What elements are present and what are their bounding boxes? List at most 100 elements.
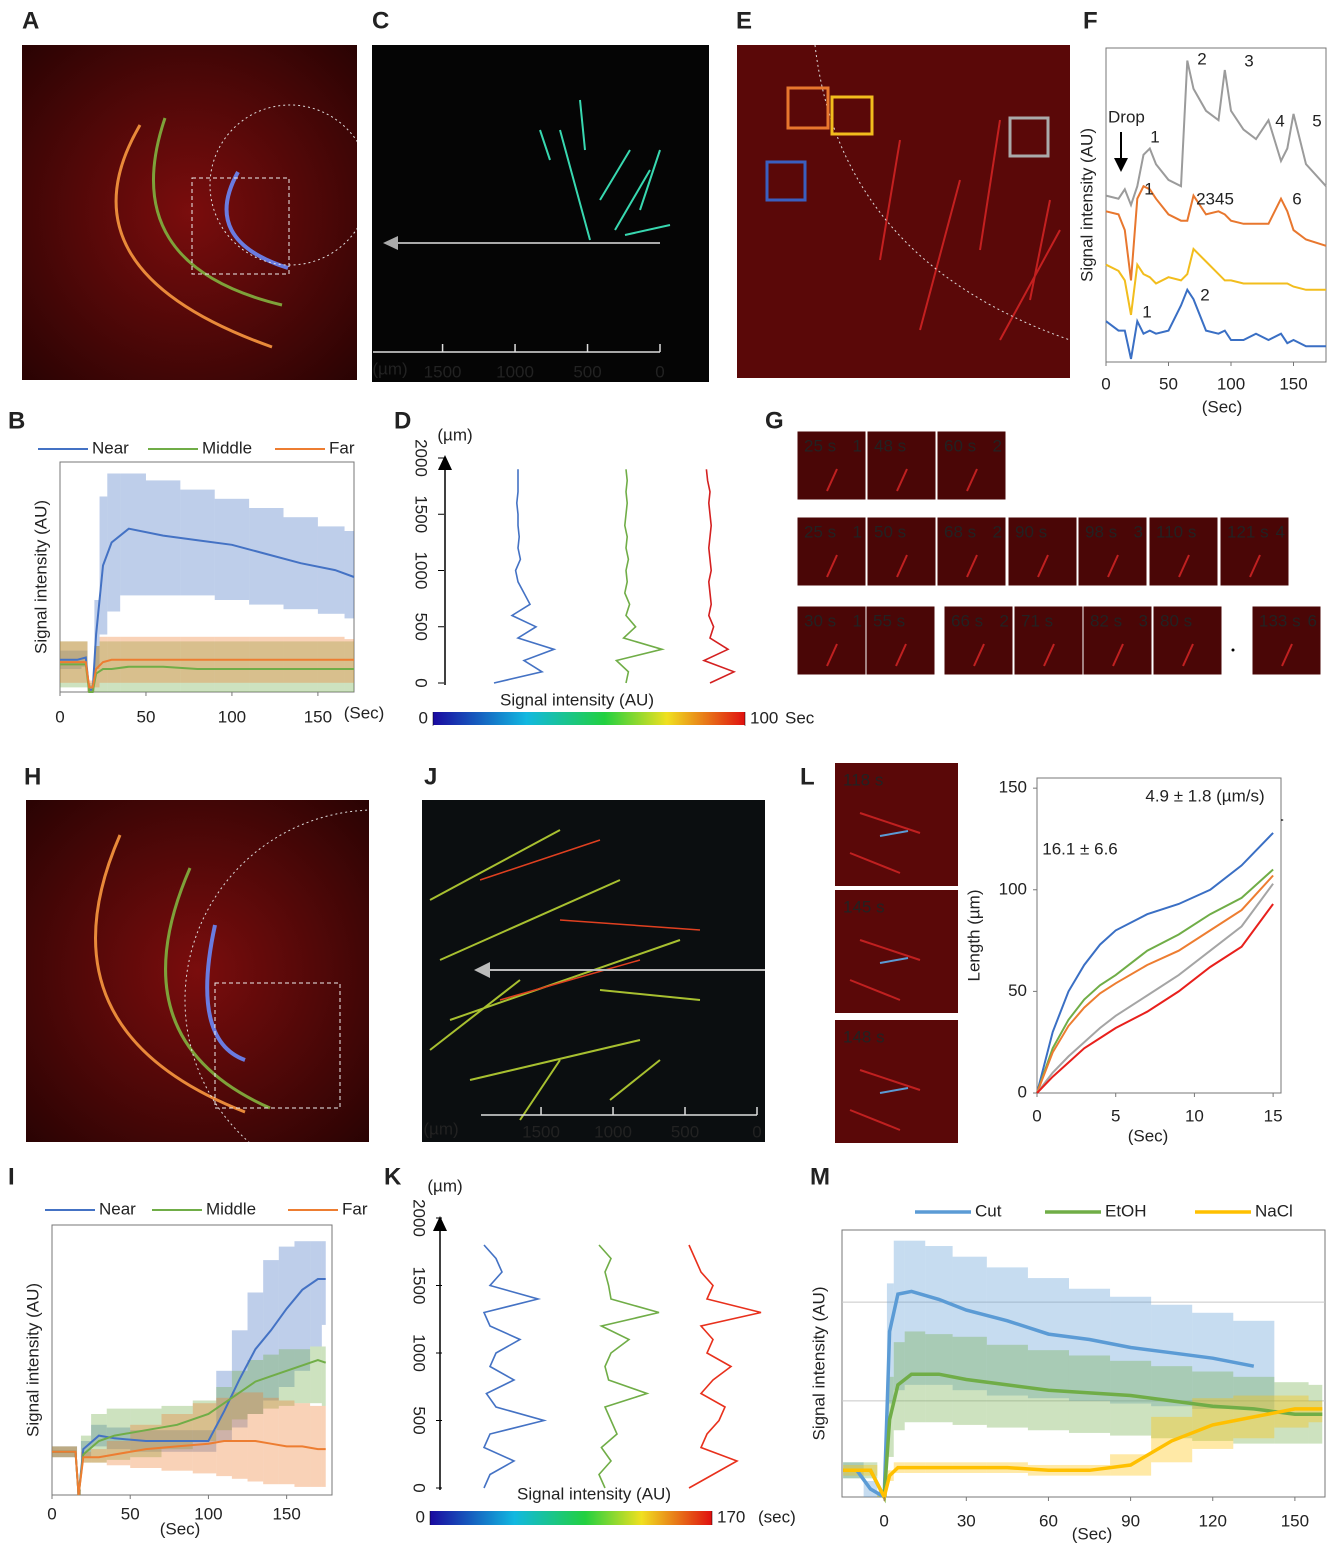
- series-line: [1036, 874, 1274, 1094]
- error-band: [192, 1403, 217, 1474]
- panel-label: I: [8, 1163, 15, 1190]
- y-axis-unit: (µm): [427, 1176, 462, 1195]
- error-band: [216, 1370, 232, 1441]
- frame: [1219, 516, 1290, 587]
- frame: [1251, 605, 1322, 676]
- frame-time: 25 s: [804, 436, 836, 455]
- peak-label: 2: [1197, 49, 1206, 68]
- y-tick-label: 1000: [412, 552, 431, 590]
- x-tick-label: 150: [304, 707, 332, 726]
- frame-streak: [1043, 643, 1055, 667]
- x-tick-label: 90: [1121, 1511, 1140, 1530]
- image-a: [22, 45, 357, 380]
- error-band: [278, 1400, 295, 1485]
- x-tick-label: 10: [1185, 1106, 1204, 1125]
- series-line: [1105, 60, 1327, 208]
- frame-time: 82 s: [1090, 611, 1122, 630]
- frame-streak: [1178, 554, 1190, 578]
- frame-time: 60 s: [944, 436, 976, 455]
- y-tick-label: 150: [999, 778, 1027, 797]
- y-tick-label: 1500: [410, 1267, 429, 1305]
- frame-arrow: [879, 830, 909, 837]
- frame-streak: [895, 643, 907, 667]
- x-axis-unit: (Sec): [1202, 397, 1243, 416]
- panel-label: M: [810, 1163, 830, 1190]
- y-axis-label: Signal intensity (AU): [31, 500, 50, 654]
- frame-peak: 1: [853, 522, 862, 541]
- frame: [1013, 605, 1084, 676]
- x-axis-unit: (Sec): [160, 1519, 201, 1538]
- error-band: [1027, 1278, 1069, 1399]
- frame-time: 110 s: [1156, 522, 1196, 541]
- frame-time: 71 s: [1021, 611, 1053, 630]
- frame-time: 145 s: [843, 897, 885, 916]
- x-tick-label: 100: [218, 707, 246, 726]
- frame-time: 80 s: [1160, 611, 1192, 630]
- frame-time: 55 s: [873, 611, 905, 630]
- error-band: [107, 641, 121, 692]
- series-line: [60, 658, 354, 689]
- x-tick-label: 1500: [522, 1122, 560, 1141]
- error-band: [310, 1241, 322, 1347]
- frame: [1077, 516, 1148, 587]
- error-band: [249, 641, 284, 692]
- peak-label: 3: [1244, 51, 1253, 70]
- y-axis-label: Signal intensity (AU): [23, 1283, 42, 1437]
- error-band: [294, 1241, 311, 1371]
- frame: [936, 430, 1007, 501]
- frame: [796, 516, 867, 587]
- error-band: [317, 641, 345, 692]
- error-band: [247, 1392, 264, 1482]
- x-tick-label: 0: [47, 1504, 56, 1523]
- error-band: [310, 1346, 322, 1404]
- frame-streak: [973, 643, 985, 667]
- image-j: [422, 800, 765, 1142]
- series-line: [843, 1407, 1323, 1502]
- peak-label: 4: [1275, 111, 1284, 130]
- y-axis-label: Signal intensity (AU): [809, 1286, 828, 1440]
- x-tick-label: 1000: [594, 1122, 632, 1141]
- x-tick-label: 0: [879, 1511, 888, 1530]
- frame-time: 30 s: [804, 611, 836, 630]
- profile-line: [688, 1244, 762, 1489]
- legend-label: Middle: [202, 438, 252, 457]
- legend-label: Near: [92, 438, 129, 457]
- panel-label: C: [372, 7, 389, 34]
- error-band: [904, 1331, 926, 1423]
- y-tick-label: 50: [1008, 981, 1027, 1000]
- y-tick-label: 100: [999, 879, 1027, 898]
- error-band: [310, 1405, 322, 1487]
- series-line: [1036, 903, 1274, 1094]
- panel-label: J: [424, 763, 437, 790]
- legend-label: Middle: [206, 1199, 256, 1218]
- axis-unit: (µm): [423, 1119, 458, 1138]
- profile-decor: [430, 455, 745, 1525]
- peak-label: 2: [1200, 285, 1209, 304]
- error-band: [321, 1241, 326, 1325]
- error-band: [107, 473, 121, 612]
- y-tick-label: 1500: [412, 495, 431, 533]
- frame-peak: 1: [853, 611, 862, 630]
- panel-label: K: [384, 1163, 402, 1190]
- x-tick-label: 30: [957, 1511, 976, 1530]
- frame-peak: 4: [1276, 522, 1285, 541]
- error-band: [1068, 1288, 1111, 1401]
- y-axis-label: Signal intensity (AU): [1077, 128, 1096, 282]
- profile-line: [614, 469, 666, 684]
- error-band: [263, 1354, 279, 1409]
- legend-label: Near: [99, 1199, 136, 1218]
- error-band: [192, 1400, 217, 1441]
- error-band: [161, 1414, 193, 1471]
- error-band: [231, 1392, 248, 1479]
- error-band: [99, 641, 108, 692]
- series-line: [1036, 868, 1274, 1094]
- frame-time: 133 s: [1259, 611, 1301, 630]
- plot-frame: [51, 1224, 333, 1496]
- y-tick-label: 500: [412, 613, 431, 641]
- profile-line: [482, 1244, 548, 1489]
- error-band: [283, 641, 318, 692]
- frame-time: 68 s: [944, 522, 976, 541]
- error-band: [925, 1246, 953, 1385]
- x-tick-label: 100: [194, 1504, 222, 1523]
- error-band: [278, 1246, 295, 1387]
